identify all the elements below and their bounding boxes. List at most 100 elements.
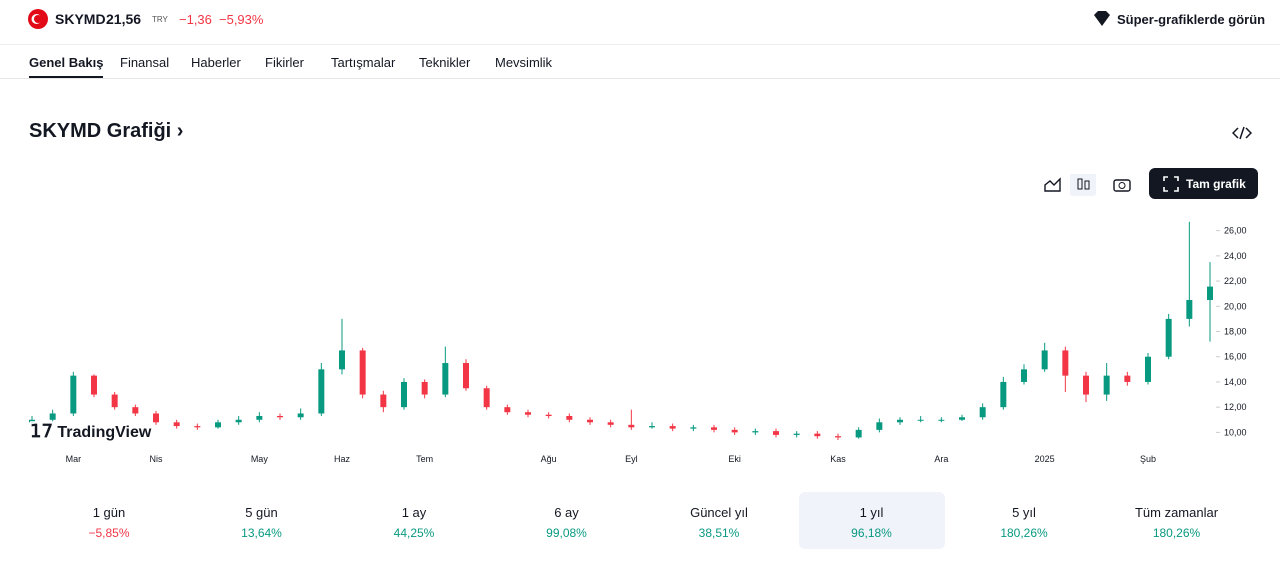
candle-body — [876, 422, 883, 430]
y-tick-label: 16,00 — [1224, 352, 1247, 362]
candle-body — [855, 429, 862, 438]
tab[interactable]: Genel Bakış — [29, 55, 104, 78]
currency: TRY — [152, 15, 168, 24]
period-value: 180,26% — [1152, 526, 1201, 540]
candle-body — [1165, 318, 1172, 357]
candle-body — [835, 436, 841, 438]
candle-body — [277, 415, 283, 418]
candle-body — [132, 407, 139, 414]
candle-body — [463, 363, 469, 389]
candle-body — [421, 381, 428, 395]
full-chart-button[interactable]: Tam grafik — [1149, 168, 1258, 199]
candle-body — [566, 415, 573, 420]
x-tick-label: May — [251, 454, 269, 464]
candle-body — [173, 422, 180, 427]
y-tick-label: 12,00 — [1224, 402, 1247, 412]
super-charts-link[interactable]: Süper-grafiklerde görün — [1117, 12, 1266, 27]
candle-icon-bg[interactable] — [1070, 174, 1096, 196]
period-value: 13,64% — [241, 526, 282, 540]
candle-body — [628, 424, 635, 428]
tab[interactable]: Fikirler — [265, 55, 304, 70]
candle-body — [1021, 369, 1027, 382]
candle-body — [959, 417, 965, 420]
x-tick-label: Ağu — [541, 454, 557, 464]
x-tick-label: Haz — [334, 454, 351, 464]
candle-body — [401, 381, 407, 408]
period[interactable]: Tüm zamanlar 180,26% — [1104, 492, 1250, 549]
period[interactable]: Güncel yıl 38,51% — [646, 492, 792, 549]
embed-icon[interactable] — [1232, 125, 1252, 141]
period[interactable]: 1 ay 44,25% — [341, 492, 487, 549]
toolbar-icons — [1044, 174, 1131, 196]
period-value: 99,08% — [546, 526, 587, 540]
diamond-icon — [1094, 11, 1110, 26]
chart: 10,00 12,00 14,00 16,00 18,00 20,00 22,00 24,00… — [29, 221, 1247, 464]
candle-body — [711, 427, 717, 430]
candle-body — [1207, 286, 1213, 300]
x-tick-label: Eki — [728, 454, 741, 464]
x-tick-label: Tem — [416, 454, 433, 464]
period-label: Güncel yıl — [690, 505, 748, 520]
candle-body — [194, 426, 201, 428]
x-tick-label: Eyl — [625, 454, 638, 464]
watermark-text: TradingView — [57, 424, 152, 441]
period-label: 5 yıl — [1012, 505, 1036, 520]
period-value: −5,85% — [88, 526, 130, 540]
candle-body — [380, 394, 387, 408]
candle-body — [690, 427, 697, 429]
candle-body — [587, 419, 593, 423]
period-value: 96,18% — [851, 526, 892, 540]
candle-body — [1083, 375, 1089, 395]
candle-body — [339, 350, 345, 370]
full-chart-label: Tam grafik — [1186, 177, 1246, 191]
candle-body — [731, 429, 738, 433]
candle-body — [111, 394, 118, 408]
y-tick-label: 24,00 — [1224, 251, 1247, 261]
period-label: 6 ay — [554, 505, 579, 520]
period-value: 180,26% — [1000, 526, 1048, 540]
candle-body — [483, 388, 490, 408]
candle-body — [318, 369, 325, 414]
period-label: 1 gün — [92, 505, 126, 520]
candle-body — [1041, 350, 1048, 370]
candle-body — [752, 431, 759, 433]
period-label: Tüm zamanlar — [1134, 505, 1219, 520]
y-tick-label: 26,00 — [1224, 226, 1247, 236]
candle-body — [1062, 350, 1069, 376]
tab[interactable]: Haberler — [191, 55, 241, 70]
x-tick-label: Ara — [934, 454, 948, 464]
x-tick-label: 2025 — [1035, 454, 1055, 464]
candle-body — [773, 431, 779, 435]
x-tick-label: Nis — [150, 454, 163, 464]
change: −1,36 — [179, 12, 212, 27]
section-title[interactable]: SKYMD Grafiği › — [29, 120, 184, 142]
period[interactable]: 6 ay 99,08% — [494, 492, 640, 549]
area-icon[interactable] — [1044, 177, 1061, 192]
candle-body — [256, 415, 263, 420]
candle-body — [669, 426, 676, 429]
candle-body — [153, 413, 159, 423]
candle-body — [70, 375, 77, 414]
tab[interactable]: Finansal — [120, 55, 170, 70]
candle-body — [525, 412, 531, 415]
tab[interactable]: Tartışmalar — [331, 55, 396, 70]
tab[interactable]: Mevsimlik — [495, 55, 553, 70]
candle-body — [215, 422, 221, 428]
period[interactable]: 5 gün 13,64% — [189, 492, 335, 549]
candle-body — [793, 433, 800, 435]
candle-body — [1145, 356, 1151, 382]
y-tick-label: 22,00 — [1224, 276, 1247, 286]
period[interactable]: 1 gün −5,85% — [36, 492, 182, 549]
period[interactable]: 1 yıl 96,18% — [798, 492, 945, 549]
y-tick-label: 14,00 — [1224, 377, 1247, 387]
y-tick-label: 10,00 — [1224, 427, 1247, 437]
period[interactable]: 5 yıl 180,26% — [951, 492, 1097, 549]
candle-body — [1103, 375, 1110, 395]
camera-icon[interactable] — [1113, 179, 1131, 192]
tab[interactable]: Teknikler — [419, 55, 471, 70]
section-title-text: SKYMD Grafiği — [29, 120, 172, 142]
candle-body — [607, 422, 614, 425]
y-tick-label: 20,00 — [1224, 301, 1247, 311]
candle-body — [938, 419, 945, 421]
